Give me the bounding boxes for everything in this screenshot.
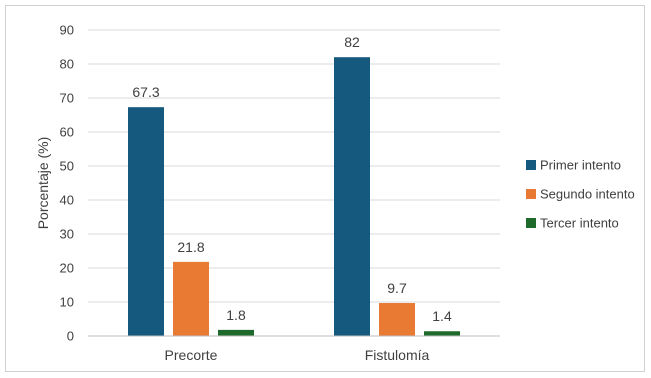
- data-label: 67.3: [132, 84, 159, 100]
- data-label: 1.8: [226, 307, 246, 323]
- y-tick-label: 90: [60, 23, 74, 38]
- bar: [128, 107, 164, 337]
- legend-label: Tercer intento: [540, 216, 619, 231]
- category-labels: Precorte Fistulomía: [165, 347, 430, 363]
- legend-label: Primer intento: [540, 158, 621, 173]
- y-tick-label: 50: [60, 159, 74, 174]
- data-label: 82: [344, 34, 360, 50]
- bar: [173, 261, 209, 336]
- y-tick-label: 80: [60, 57, 74, 72]
- bars: [128, 57, 460, 337]
- y-axis-ticks: 0 10 20 30 40 50 60 70 80 90: [60, 23, 74, 344]
- category-label: Precorte: [165, 347, 218, 363]
- data-label: 1.4: [432, 308, 452, 324]
- y-tick-label: 30: [60, 227, 74, 242]
- category-label: Fistulomía: [365, 347, 430, 363]
- legend: Primer intento Segundo intento Tercer inte…: [526, 158, 635, 231]
- data-labels: 67.3 21.8 1.8 82 9.7 1.4: [132, 34, 452, 324]
- bar: [218, 329, 254, 336]
- y-tick-label: 70: [60, 91, 74, 106]
- legend-swatch: [526, 218, 536, 228]
- legend-swatch: [526, 160, 536, 170]
- data-label: 9.7: [387, 280, 407, 296]
- y-tick-label: 10: [60, 295, 74, 310]
- data-label: 21.8: [177, 239, 204, 255]
- legend-swatch: [526, 189, 536, 199]
- y-tick-label: 20: [60, 261, 74, 276]
- chart-frame: [5, 5, 645, 372]
- bar: [379, 303, 415, 336]
- bar: [424, 331, 460, 336]
- legend-label: Segundo intento: [540, 187, 635, 202]
- y-tick-label: 40: [60, 193, 74, 208]
- y-tick-label: 60: [60, 125, 74, 140]
- bar: [334, 57, 370, 336]
- y-axis-label: Porcentaje (%): [35, 137, 51, 230]
- y-tick-label: 0: [67, 329, 74, 344]
